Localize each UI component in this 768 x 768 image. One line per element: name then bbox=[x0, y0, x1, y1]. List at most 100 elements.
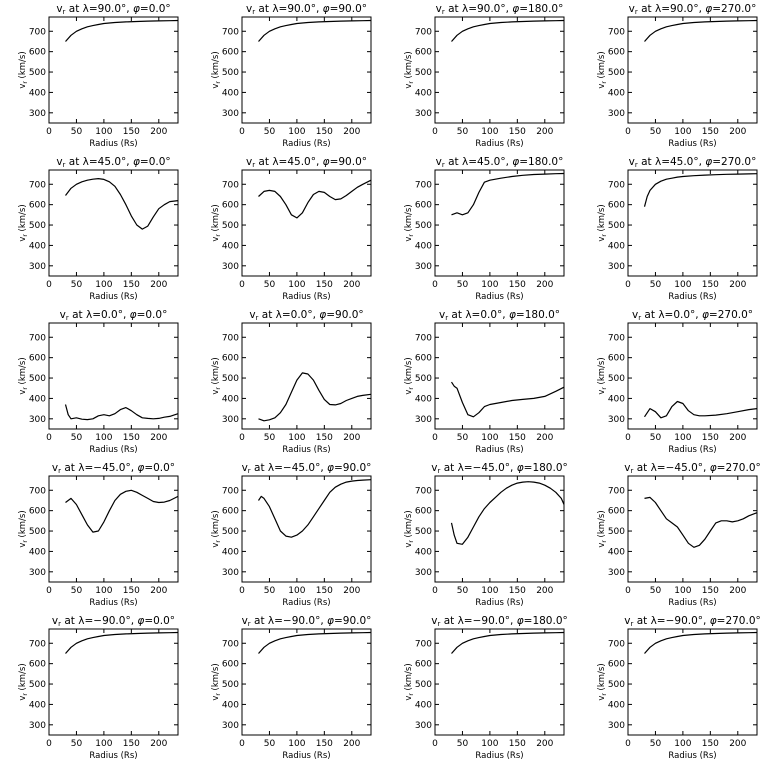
x-tick-label: 100 bbox=[481, 739, 498, 749]
x-tick-label: 50 bbox=[71, 127, 83, 137]
x-tick-label: 50 bbox=[650, 739, 662, 749]
x-tick-label: 150 bbox=[509, 280, 526, 290]
y-tick-label: 400 bbox=[415, 88, 432, 98]
x-tick-label: 150 bbox=[123, 127, 140, 137]
x-tick-label: 150 bbox=[509, 127, 526, 137]
panel-title: vr at λ=90.0°, φ=180.0° bbox=[436, 3, 564, 16]
y-tick-label: 400 bbox=[29, 394, 46, 404]
x-tick-label: 150 bbox=[316, 739, 333, 749]
y-axis-label: vr (km/s) bbox=[211, 510, 222, 547]
y-tick-label: 700 bbox=[222, 27, 239, 37]
y-tick-label: 600 bbox=[608, 354, 625, 364]
y-tick-label: 600 bbox=[608, 660, 625, 670]
x-tick-label: 0 bbox=[432, 433, 438, 443]
x-tick-label: 0 bbox=[625, 739, 631, 749]
series-line bbox=[643, 173, 758, 207]
x-tick-label: 150 bbox=[123, 280, 140, 290]
x-tick-label: 100 bbox=[674, 280, 691, 290]
plot-frame bbox=[434, 628, 565, 736]
panel-3-2: vr at λ=0.0°, φ=90.0° 0 50 100 150 200 300 400 5… bbox=[211, 309, 372, 455]
x-tick-label: 150 bbox=[123, 739, 140, 749]
y-axis-label: vr (km/s) bbox=[404, 204, 415, 241]
panel-title: vr at λ=0.0°, φ=180.0° bbox=[439, 309, 560, 322]
panel-title: vr at λ=45.0°, φ=180.0° bbox=[436, 156, 564, 169]
x-tick-label: 50 bbox=[650, 586, 662, 596]
x-tick-label: 150 bbox=[702, 739, 719, 749]
series-line bbox=[644, 631, 758, 654]
x-tick-label: 200 bbox=[150, 586, 167, 596]
y-tick-label: 500 bbox=[29, 680, 46, 690]
y-tick-label: 700 bbox=[608, 486, 625, 496]
y-tick-label: 600 bbox=[415, 48, 432, 58]
x-tick-label: 150 bbox=[509, 433, 526, 443]
y-tick-label: 400 bbox=[29, 241, 46, 251]
x-tick-label: 0 bbox=[239, 433, 245, 443]
y-tick-label: 300 bbox=[29, 721, 46, 731]
x-tick-label: 200 bbox=[150, 280, 167, 290]
plot-frame bbox=[434, 16, 565, 124]
y-tick-label: 300 bbox=[415, 721, 432, 731]
y-tick-label: 700 bbox=[608, 27, 625, 37]
x-tick-label: 150 bbox=[316, 586, 333, 596]
x-axis-label: Radius (Rs) bbox=[282, 139, 330, 149]
x-tick-label: 200 bbox=[343, 127, 360, 137]
x-tick-label: 200 bbox=[729, 433, 746, 443]
y-tick-label: 600 bbox=[29, 354, 46, 364]
panel-title: vr at λ=−90.0°, φ=270.0° bbox=[624, 615, 761, 628]
y-tick-label: 500 bbox=[29, 374, 46, 384]
x-tick-label: 100 bbox=[95, 586, 112, 596]
x-axis-label: Radius (Rs) bbox=[475, 139, 523, 149]
y-tick-label: 600 bbox=[415, 660, 432, 670]
x-axis-label: Radius (Rs) bbox=[282, 292, 330, 302]
x-tick-label: 150 bbox=[702, 280, 719, 290]
series-line bbox=[644, 400, 758, 419]
x-axis-label: Radius (Rs) bbox=[89, 751, 137, 761]
y-tick-label: 600 bbox=[222, 507, 239, 517]
y-axis-label: vr (km/s) bbox=[211, 51, 222, 88]
panel-5-2: vr at λ=−90.0°, φ=90.0° 0 50 100 150 200 300 40… bbox=[211, 615, 372, 761]
y-axis-label: vr (km/s) bbox=[18, 357, 29, 394]
x-tick-label: 0 bbox=[239, 127, 245, 137]
y-axis-label: vr (km/s) bbox=[404, 510, 415, 547]
panel-title: vr at λ=90.0°, φ=0.0° bbox=[56, 3, 170, 16]
x-tick-label: 100 bbox=[481, 433, 498, 443]
x-tick-label: 50 bbox=[71, 280, 83, 290]
x-tick-label: 100 bbox=[674, 127, 691, 137]
x-axis-label: Radius (Rs) bbox=[89, 292, 137, 302]
plot-frame bbox=[627, 16, 758, 124]
panel-title: vr at λ=0.0°, φ=0.0° bbox=[60, 309, 168, 322]
y-tick-label: 700 bbox=[415, 639, 432, 649]
plot-frame bbox=[241, 169, 372, 277]
y-tick-label: 300 bbox=[222, 109, 239, 119]
x-tick-label: 100 bbox=[674, 586, 691, 596]
y-axis-label: vr (km/s) bbox=[18, 510, 29, 547]
y-tick-label: 400 bbox=[29, 88, 46, 98]
y-tick-label: 700 bbox=[29, 639, 46, 649]
panel-3-3: vr at λ=0.0°, φ=180.0° 0 50 100 150 200 300 400… bbox=[404, 309, 565, 455]
panel-title: vr at λ=−45.0°, φ=90.0° bbox=[242, 462, 372, 475]
x-tick-label: 200 bbox=[729, 127, 746, 137]
x-tick-label: 0 bbox=[239, 739, 245, 749]
y-tick-label: 500 bbox=[29, 68, 46, 78]
series-line bbox=[257, 479, 372, 538]
panel-2-1: vr at λ=45.0°, φ=0.0° 0 50 100 150 200 300 400 5… bbox=[18, 156, 179, 302]
y-axis-label: vr (km/s) bbox=[18, 663, 29, 700]
y-axis-label: vr (km/s) bbox=[404, 663, 415, 700]
x-tick-label: 100 bbox=[288, 280, 305, 290]
x-tick-label: 200 bbox=[536, 586, 553, 596]
y-axis-label: vr (km/s) bbox=[597, 51, 608, 88]
panel-title: vr at λ=0.0°, φ=90.0° bbox=[249, 309, 363, 322]
x-tick-label: 100 bbox=[288, 586, 305, 596]
y-axis-label: vr (km/s) bbox=[597, 663, 608, 700]
y-tick-label: 300 bbox=[608, 415, 625, 425]
panel-title: vr at λ=−45.0°, φ=180.0° bbox=[431, 462, 568, 475]
y-axis-label: vr (km/s) bbox=[211, 663, 222, 700]
y-axis-label: vr (km/s) bbox=[597, 204, 608, 241]
panel-4-1: vr at λ=−45.0°, φ=0.0° 0 50 100 150 200 300 400… bbox=[18, 462, 179, 608]
plot-frame bbox=[627, 169, 758, 277]
y-tick-label: 300 bbox=[415, 568, 432, 578]
series-line bbox=[644, 496, 758, 548]
x-tick-label: 0 bbox=[46, 280, 52, 290]
plot-frame bbox=[241, 322, 372, 430]
plot-frame bbox=[241, 628, 372, 736]
